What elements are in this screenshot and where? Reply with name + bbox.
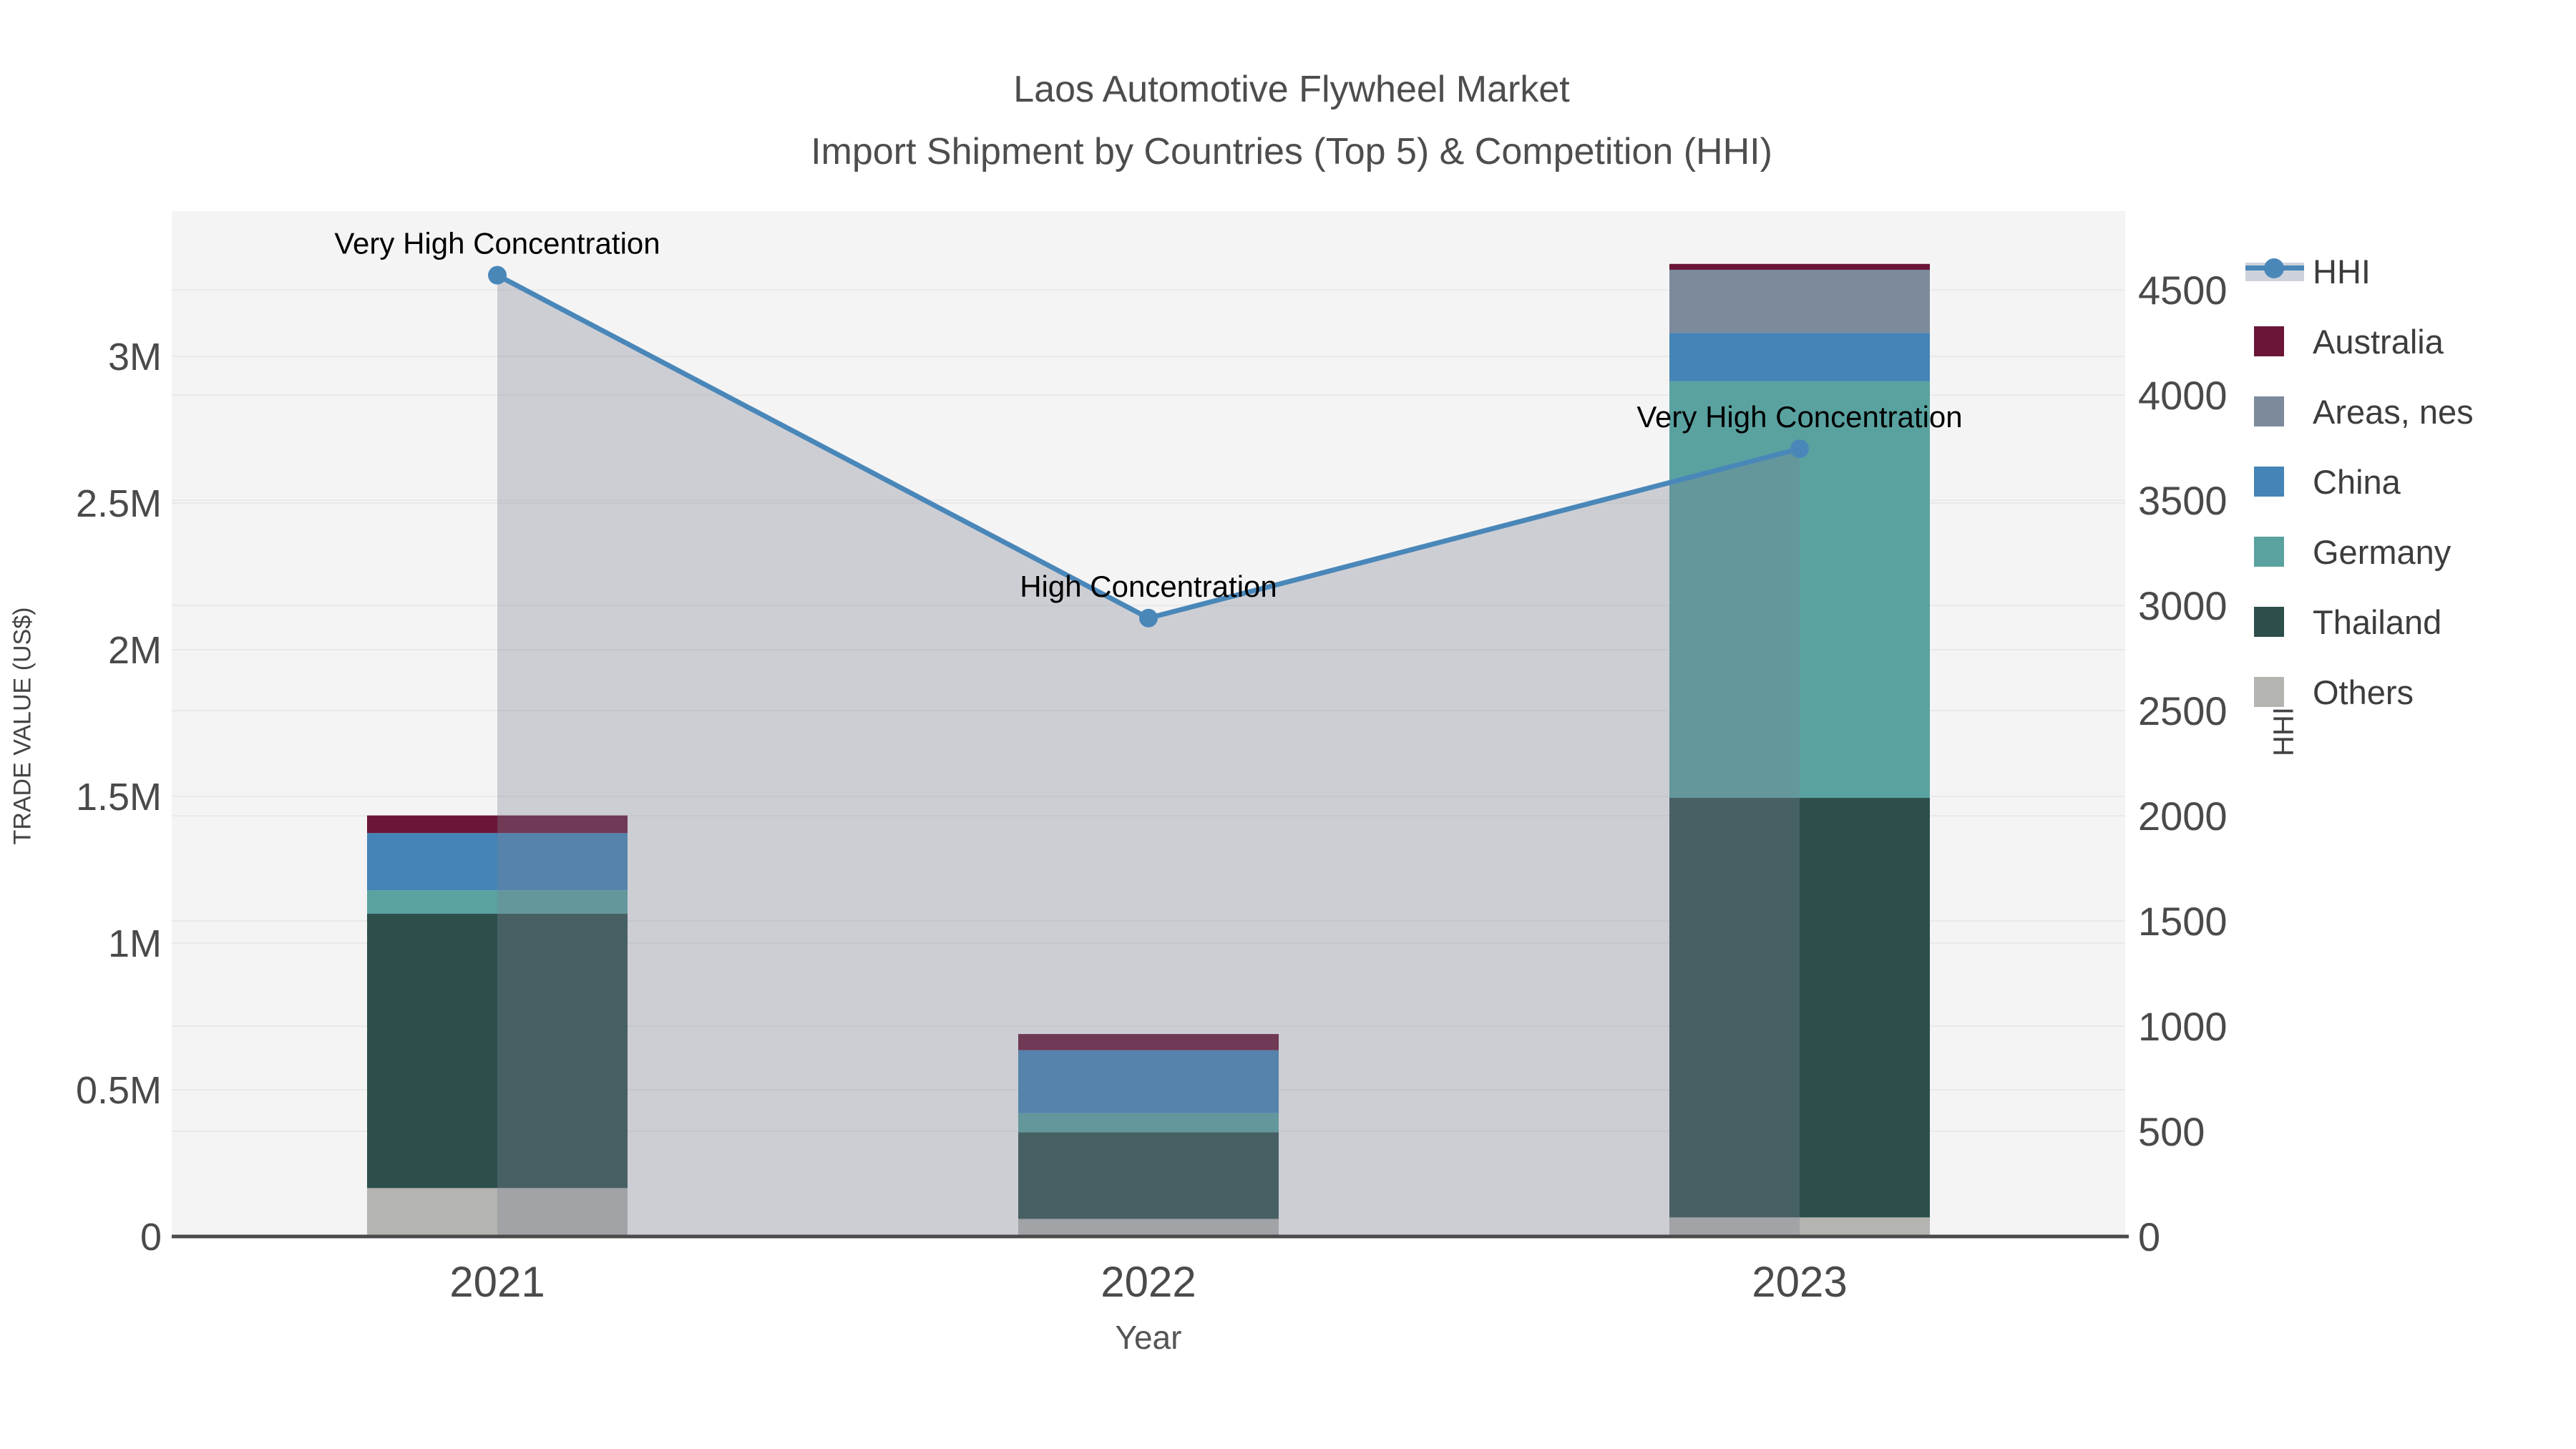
legend-swatch-Others [2254, 677, 2284, 707]
hhi-area-fill [497, 275, 1800, 1237]
annotation-2021: Very High Concentration [334, 227, 660, 260]
chart-title-line2: Import Shipment by Countries (Top 5) & C… [811, 131, 1772, 172]
legend-hhi-line-icon [2245, 257, 2304, 286]
legend-swatch-China [2254, 467, 2284, 497]
left-tick-0.5M: 0.5M [76, 1069, 162, 1112]
bar-segment-2022-Thailand[interactable] [1018, 1132, 1279, 1219]
hhi-marker-2022[interactable] [1139, 608, 1158, 628]
right-tick-0: 0 [2138, 1214, 2160, 1259]
right-tick-2500: 2500 [2138, 688, 2228, 733]
bar-segment-2021-China[interactable] [367, 833, 628, 891]
annotation-2023: Very High Concentration [1636, 400, 1962, 434]
right-tick-4500: 4500 [2138, 268, 2228, 313]
legend-item-Others[interactable]: Others [2245, 657, 2576, 727]
left-tick-3M: 3M [108, 336, 162, 379]
left-tick-1.5M: 1.5M [76, 776, 162, 819]
hhi-marker-2021[interactable] [488, 265, 507, 285]
legend-swatch-Areasnes [2254, 396, 2284, 426]
right-tick-1500: 1500 [2138, 899, 2228, 944]
right-tick-3500: 3500 [2138, 478, 2228, 523]
bar-segment-2022-Others[interactable] [1018, 1219, 1279, 1236]
legend-item-Germany[interactable]: Germany [2245, 517, 2576, 587]
bar-segment-2023-Australia[interactable] [1669, 263, 1930, 270]
bar-segment-2023-Thailand[interactable] [1669, 798, 1930, 1218]
legend-swatch-Australia [2254, 326, 2284, 356]
legend-label-Others: Others [2313, 673, 2414, 711]
x-tick-2023: 2023 [1752, 1258, 1847, 1306]
left-tick-0: 0 [140, 1216, 162, 1259]
left-tick-2M: 2M [108, 629, 162, 672]
legend-label-Australia: Australia [2313, 322, 2444, 361]
annotation-2022: High Concentration [1020, 570, 1277, 603]
left-tick-2.5M: 2.5M [76, 482, 162, 525]
left-tick-1M: 1M [108, 922, 162, 965]
bar-segment-2021-Others[interactable] [367, 1188, 628, 1236]
x-tick-2021: 2021 [449, 1258, 545, 1306]
right-tick-500: 500 [2138, 1109, 2205, 1154]
legend-label-HHI: HHI [2313, 252, 2371, 291]
legend-swatch-Thailand [2254, 607, 2284, 637]
legend-item-HHI[interactable]: HHI [2245, 236, 2576, 306]
legend-label-Thailand: Thailand [2313, 602, 2442, 641]
bar-segment-2021-Australia[interactable] [367, 815, 628, 834]
x-axis-title: Year [1115, 1319, 1182, 1356]
chart-title-line1: Laos Automotive Flywheel Market [1013, 69, 1570, 110]
legend-label-Areasnes: Areas, nes [2313, 392, 2474, 431]
legend-item-Australia[interactable]: Australia [2245, 306, 2576, 376]
bar-segment-2023-Areasnes[interactable] [1669, 270, 1930, 333]
left-axis-title: TRADE VALUE (US$) [9, 607, 36, 845]
x-tick-2022: 2022 [1101, 1258, 1196, 1306]
right-tick-4000: 4000 [2138, 373, 2228, 418]
legend-hhi-marker-icon [2264, 258, 2284, 278]
legend-item-Thailand[interactable]: Thailand [2245, 587, 2576, 657]
legend-swatch-Germany [2254, 537, 2284, 567]
legend-label-China: China [2313, 462, 2401, 501]
legend: HHI Australia Areas, nes China Germany Thaila… [2245, 236, 2576, 727]
bar-segment-2022-China[interactable] [1018, 1050, 1279, 1113]
bar-segment-2023-China[interactable] [1669, 333, 1930, 381]
bar-segment-2021-Germany[interactable] [367, 890, 628, 914]
bar-segment-2022-Australia[interactable] [1018, 1034, 1279, 1050]
bar-segment-2023-Others[interactable] [1669, 1217, 1930, 1236]
right-tick-1000: 1000 [2138, 1004, 2228, 1049]
legend-item-Areasnes[interactable]: Areas, nes [2245, 376, 2576, 447]
right-tick-2000: 2000 [2138, 794, 2228, 839]
legend-label-Germany: Germany [2313, 532, 2451, 571]
legend-item-China[interactable]: China [2245, 447, 2576, 517]
right-tick-3000: 3000 [2138, 583, 2228, 628]
bar-segment-2021-Thailand[interactable] [367, 913, 628, 1189]
hhi-marker-2023[interactable] [1790, 439, 1809, 459]
bar-segment-2022-Germany[interactable] [1018, 1113, 1279, 1133]
